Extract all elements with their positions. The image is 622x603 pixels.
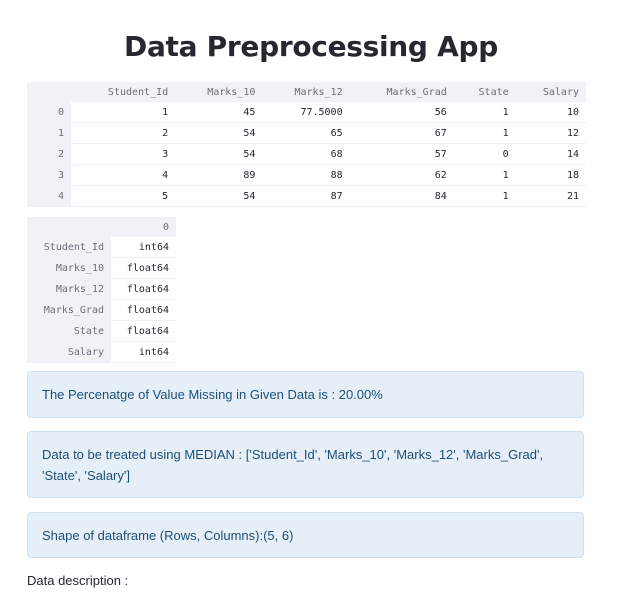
table-cell: 62 (349, 164, 454, 186)
table-cell: 3 (71, 143, 176, 165)
row-index: Marks_12 (27, 278, 111, 300)
column-header: Marks_Grad (349, 82, 454, 102)
data-description-label: Data description : (27, 573, 129, 588)
table-row: 1 2 54 65 67 1 12 (27, 122, 586, 144)
table-cell: 5 (71, 185, 176, 207)
column-header: 0 (111, 217, 176, 237)
table-row: Marks_10 float64 (27, 257, 176, 279)
table-cell: float64 (111, 299, 176, 321)
info-text: Shape of dataframe (Rows, Columns):(5, 6… (42, 527, 294, 543)
table-cell: 1 (453, 185, 516, 207)
table-cell: 4 (71, 164, 176, 186)
table-cell: 1 (453, 164, 516, 186)
table-cell: 87 (262, 185, 350, 207)
row-index: Student_Id (27, 237, 111, 258)
column-header: Marks_12 (262, 82, 350, 102)
index-header (27, 217, 111, 237)
table-cell: 54 (175, 185, 263, 207)
table-row: 3 4 89 88 62 1 18 (27, 164, 586, 186)
row-index: Marks_Grad (27, 299, 111, 321)
row-index: 3 (27, 164, 71, 186)
table-cell: int64 (111, 341, 176, 363)
table-cell: 54 (175, 143, 263, 165)
data-table: Student_Id Marks_10 Marks_12 Marks_Grad … (27, 82, 586, 207)
table-cell: float64 (111, 278, 176, 300)
table-row: 0 1 45 77.5000 56 1 10 (27, 102, 586, 123)
table-row: 4 5 54 87 84 1 21 (27, 185, 586, 207)
info-text: Data to be treated using MEDIAN : ['Stud… (42, 446, 544, 483)
column-header: State (453, 82, 516, 102)
row-index: 4 (27, 185, 71, 207)
table-cell: 10 (515, 102, 586, 123)
row-index: 1 (27, 122, 71, 144)
table-cell: 1 (453, 102, 516, 123)
table-cell: float64 (111, 257, 176, 279)
table-cell: int64 (111, 237, 176, 258)
table-cell: 57 (349, 143, 454, 165)
table-cell: 0 (453, 143, 516, 165)
table-cell: 21 (515, 185, 586, 207)
table-cell: 65 (262, 122, 350, 144)
row-index: Salary (27, 341, 111, 363)
missing-percentage-info: The Percenatge of Value Missing in Given… (27, 371, 584, 418)
info-text: The Percenatge of Value Missing in Given… (42, 387, 383, 402)
table-row: 2 3 54 68 57 0 14 (27, 143, 586, 165)
dataframe-shape-info: Shape of dataframe (Rows, Columns):(5, 6… (27, 512, 584, 558)
table-cell: 2 (71, 122, 176, 144)
table-cell: float64 (111, 320, 176, 342)
table-cell: 77.5000 (262, 102, 350, 123)
table-cell: 89 (175, 164, 263, 186)
table-header-row: 0 (27, 217, 176, 237)
index-header (27, 82, 71, 102)
column-header: Marks_10 (175, 82, 263, 102)
column-header: Salary (515, 82, 586, 102)
row-index: 0 (27, 102, 71, 123)
table-cell: 12 (515, 122, 586, 144)
table-row: State float64 (27, 320, 176, 342)
table-header-row: Student_Id Marks_10 Marks_12 Marks_Grad … (27, 82, 586, 102)
table-row: Marks_Grad float64 (27, 299, 176, 321)
table-cell: 68 (262, 143, 350, 165)
table-cell: 67 (349, 122, 454, 144)
table-cell: 56 (349, 102, 454, 123)
table-cell: 54 (175, 122, 263, 144)
table-cell: 18 (515, 164, 586, 186)
table-cell: 88 (262, 164, 350, 186)
table-row: Marks_12 float64 (27, 278, 176, 300)
table-cell: 45 (175, 102, 263, 123)
table-cell: 14 (515, 143, 586, 165)
row-index: 2 (27, 143, 71, 165)
row-index: State (27, 320, 111, 342)
table-row: Student_Id int64 (27, 237, 176, 258)
table-cell: 84 (349, 185, 454, 207)
table-row: Salary int64 (27, 341, 176, 363)
median-treatment-info: Data to be treated using MEDIAN : ['Stud… (27, 431, 584, 498)
row-index: Marks_10 (27, 257, 111, 279)
column-header: Student_Id (71, 82, 176, 102)
table-cell: 1 (71, 102, 176, 123)
dtype-table: 0 Student_Id int64 Marks_10 float64 Mark… (27, 217, 176, 363)
page-title: Data Preprocessing App (124, 30, 498, 63)
table-cell: 1 (453, 122, 516, 144)
